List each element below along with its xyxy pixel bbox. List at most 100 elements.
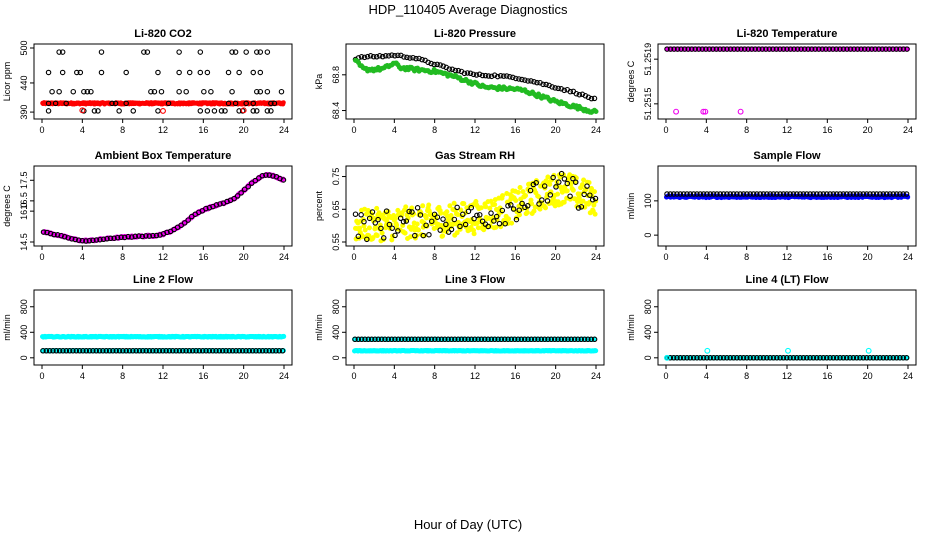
data-series-black — [352, 52, 598, 102]
x-tick-label: 20 — [863, 252, 873, 262]
data-point — [264, 88, 271, 95]
data-point — [112, 100, 119, 107]
data-point — [437, 227, 443, 233]
x-tick-label: 20 — [551, 125, 561, 135]
data-point — [197, 69, 204, 76]
data-point — [493, 224, 499, 230]
x-tick-label: 24 — [591, 371, 601, 381]
data-point — [573, 90, 580, 97]
data-point — [121, 234, 128, 241]
data-point — [883, 46, 889, 52]
data-point — [45, 69, 52, 76]
data-point — [63, 100, 69, 107]
data-point — [570, 175, 576, 182]
data-point — [702, 108, 709, 115]
data-point — [704, 347, 711, 354]
data-point — [457, 223, 463, 230]
data-point — [369, 209, 376, 215]
data-point — [90, 237, 96, 244]
data-point — [146, 233, 153, 239]
data-point — [491, 72, 498, 78]
data-point — [485, 73, 492, 79]
data-point — [558, 170, 565, 177]
data-point — [434, 61, 440, 68]
data-point — [510, 74, 516, 81]
data-point — [561, 87, 567, 94]
x-tick-label: 12 — [470, 371, 480, 381]
data-point — [865, 347, 872, 354]
data-point — [531, 208, 537, 214]
y-axis-label: ml/min — [314, 314, 324, 341]
x-tick-label: 4 — [392, 371, 397, 381]
panel-title: Ambient Box Temperature — [95, 150, 232, 162]
data-point — [420, 232, 427, 239]
data-point — [737, 108, 744, 115]
data-point — [109, 100, 115, 107]
data-point — [784, 46, 790, 52]
data-point — [692, 46, 698, 52]
data-point — [851, 46, 857, 52]
data-point — [423, 222, 429, 229]
data-point — [872, 46, 878, 52]
data-series-green — [353, 57, 599, 115]
x-tick-label: 16 — [198, 125, 208, 135]
data-point — [592, 211, 598, 217]
data-point — [197, 49, 204, 55]
data-point — [451, 200, 457, 206]
data-point — [366, 215, 373, 222]
data-point — [509, 220, 515, 226]
data-point — [366, 225, 372, 231]
data-point — [352, 211, 359, 217]
data-point — [79, 107, 86, 114]
data-point — [448, 226, 455, 233]
data-point — [536, 194, 542, 200]
data-point — [250, 100, 256, 107]
data-series-black — [352, 170, 599, 243]
data-point — [713, 46, 720, 52]
data-point — [148, 88, 154, 95]
x-tick-label: 20 — [551, 252, 561, 262]
data-point — [727, 46, 734, 52]
data-point — [141, 49, 147, 55]
data-point — [65, 235, 71, 241]
data-point — [270, 173, 276, 179]
data-point — [395, 228, 401, 234]
data-point — [397, 215, 404, 222]
data-point — [567, 193, 573, 199]
data-point — [752, 46, 758, 52]
y-tick-label: 0 — [331, 355, 341, 360]
data-series-black — [45, 49, 285, 114]
data-point — [801, 46, 808, 52]
data-point — [819, 46, 826, 52]
data-point — [470, 71, 477, 78]
x-tick-label: 4 — [704, 252, 709, 262]
data-point — [362, 227, 368, 233]
data-point — [280, 177, 287, 183]
x-tick-label: 0 — [351, 252, 356, 262]
data-point — [780, 46, 787, 52]
x-tick-label: 4 — [80, 252, 85, 262]
data-point — [454, 230, 460, 236]
y-tick-label: 800 — [19, 299, 29, 314]
data-point — [545, 174, 551, 180]
y-tick-label: 0 — [643, 233, 653, 238]
data-point — [496, 220, 503, 227]
data-point — [257, 69, 264, 76]
data-point — [370, 235, 376, 241]
y-tick-label: 68.8 — [331, 66, 341, 84]
data-point — [239, 108, 246, 114]
data-point — [493, 213, 500, 220]
data-point — [444, 209, 450, 215]
x-tick-label: 24 — [903, 371, 913, 381]
data-point — [88, 88, 94, 95]
data-point — [564, 188, 570, 194]
data-point — [681, 46, 688, 52]
y-tick-label: 0.55 — [331, 233, 341, 251]
data-point — [544, 198, 551, 204]
data-point — [536, 201, 542, 207]
data-point — [263, 172, 269, 178]
data-point — [165, 100, 172, 107]
data-point — [581, 191, 587, 198]
data-point — [550, 174, 556, 181]
data-point — [458, 207, 464, 213]
